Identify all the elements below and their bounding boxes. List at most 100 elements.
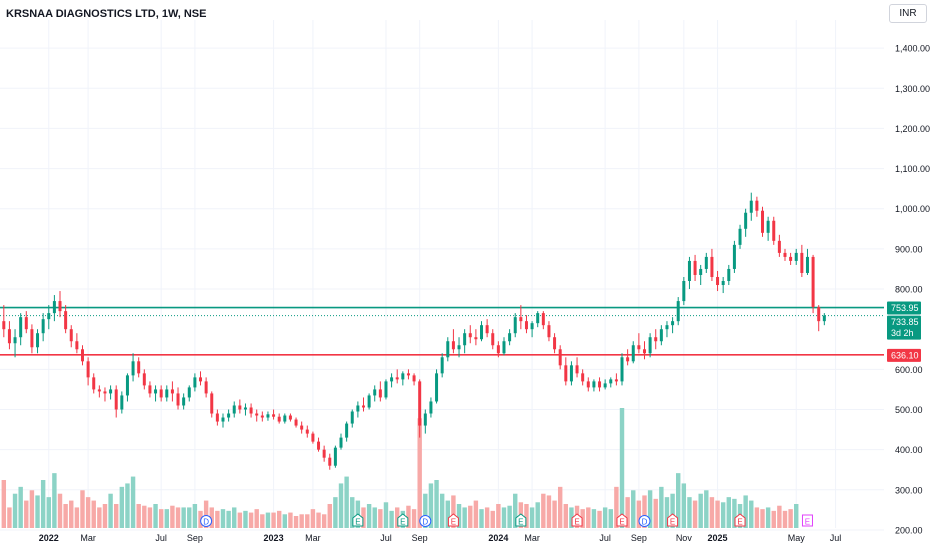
marker-shape: [801, 514, 813, 527]
volume-bar: [46, 497, 51, 528]
volume-bar: [226, 510, 231, 528]
candle-body: [339, 437, 343, 448]
price-level-badge-text: 753.95: [891, 303, 919, 313]
candle: [75, 333, 79, 354]
volume-bar: [608, 509, 613, 528]
candle-body: [687, 260, 691, 282]
candle-body: [277, 416, 281, 422]
candle-body: [47, 313, 51, 320]
candle-body: [69, 329, 73, 342]
volume-bar: [501, 507, 507, 528]
dividend-marker[interactable]: D: [638, 515, 651, 527]
volume-bars: [1, 408, 799, 528]
candle: [586, 377, 590, 392]
candle: [547, 321, 551, 342]
volume-bar: [35, 495, 40, 528]
volume-bar: [760, 509, 765, 528]
candle-body: [345, 423, 349, 438]
price-level-badge[interactable]: 636.10: [887, 348, 921, 362]
candle: [317, 437, 321, 452]
volume-bar: [513, 493, 518, 528]
earnings-marker[interactable]: E: [667, 513, 679, 527]
candle-body: [642, 349, 646, 354]
candle: [530, 321, 534, 338]
candle-body: [536, 313, 540, 324]
dividend-marker[interactable]: D: [200, 515, 213, 527]
candle-body: [266, 414, 270, 418]
earnings-marker[interactable]: E: [397, 513, 409, 527]
price-level-badge[interactable]: 753.95: [887, 301, 921, 315]
candle-body: [2, 321, 6, 330]
candle-body: [502, 341, 506, 354]
volume-bar: [552, 500, 557, 528]
volume-bar: [659, 486, 664, 528]
candle-body: [199, 377, 203, 382]
price-axis[interactable]: 1,400.00 1,300.00 1,200.00 1,100.00 1,000.00…: [887, 44, 930, 536]
candle: [761, 206, 765, 237]
earnings-marker[interactable]: E: [515, 513, 527, 527]
volume-bar: [361, 507, 366, 528]
volume-bar: [220, 509, 226, 528]
candle: [350, 409, 354, 428]
volume-bar: [749, 500, 754, 528]
volume-bar: [136, 504, 141, 528]
candle-body: [654, 337, 658, 342]
candle-body: [822, 315, 826, 322]
candle: [822, 313, 826, 326]
candle-body: [384, 381, 388, 398]
candle-body: [547, 325, 551, 338]
volume-bar: [316, 512, 321, 528]
earnings-marker[interactable]: E: [571, 513, 583, 527]
candle: [794, 248, 798, 265]
candle: [255, 409, 259, 422]
candle-body: [52, 301, 56, 314]
candle-body: [637, 345, 641, 350]
candle: [738, 224, 742, 249]
marker-letter: E: [518, 518, 523, 527]
candle: [755, 196, 759, 217]
earnings-marker[interactable]: E: [734, 513, 746, 527]
marker-shape: [638, 515, 651, 527]
price-level-badge-text: 636.10: [891, 350, 919, 360]
candle: [378, 381, 382, 402]
y-tick-label: 1,200.00: [895, 124, 930, 134]
candle: [30, 324, 34, 354]
candle-body: [328, 457, 332, 466]
candle: [412, 373, 416, 386]
candle-body: [524, 321, 528, 330]
candle: [328, 453, 332, 470]
candle-body: [215, 413, 219, 422]
candle-body: [170, 389, 174, 394]
marker-shape: [447, 513, 459, 527]
currency-selector[interactable]: INR: [889, 4, 927, 23]
earnings-marker[interactable]: E: [447, 513, 459, 527]
candle-body: [468, 333, 472, 338]
candle: [2, 305, 6, 338]
candle: [165, 385, 169, 402]
dividend-marker[interactable]: D: [419, 515, 432, 527]
candle-body: [221, 417, 225, 422]
volume-bar: [29, 490, 35, 528]
horizontal-lines[interactable]: [0, 306, 884, 356]
candle: [418, 379, 422, 438]
candle-body: [603, 383, 607, 388]
candle-body: [530, 323, 534, 330]
earnings-marker[interactable]: E: [616, 513, 628, 527]
volume-bar: [597, 510, 602, 528]
y-tick-label: 300.00: [895, 485, 923, 495]
earnings-marker[interactable]: E: [801, 514, 813, 527]
volume-bar: [709, 497, 715, 528]
earnings-marker[interactable]: E: [352, 513, 364, 527]
volume-bar: [125, 483, 130, 528]
volume-bar: [299, 514, 304, 528]
candle: [221, 413, 225, 428]
candle: [401, 371, 405, 386]
time-axis[interactable]: 2022 Mar Jul Sep 2023 Mar Jul Sep 2024 Mar Jul Sep N…: [39, 533, 842, 543]
candle-body: [508, 333, 512, 342]
x-tick-label: Mar: [305, 533, 321, 543]
candle: [614, 373, 618, 386]
